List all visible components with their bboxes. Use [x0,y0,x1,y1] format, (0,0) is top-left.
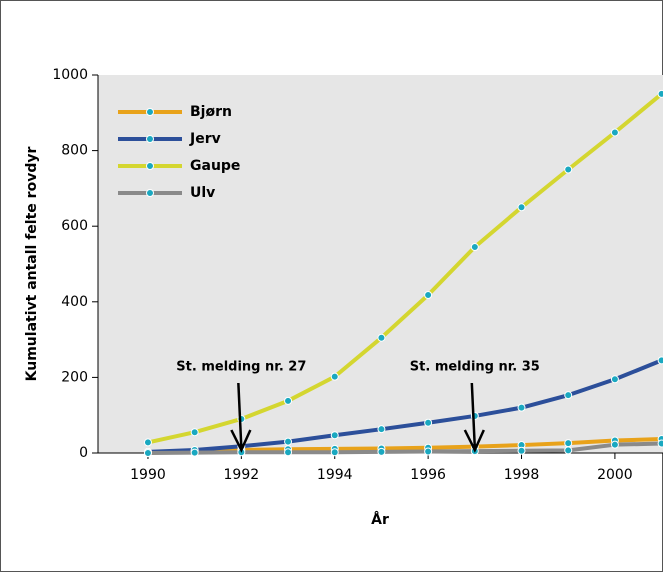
y-tick-label: 600 [61,218,88,234]
marker [564,391,573,400]
y-tick-label: 400 [61,294,88,310]
legend-marker [146,135,154,143]
legend-label: Bjørn [190,104,232,120]
plot-area [98,75,663,453]
annotation: St. melding nr. 35 [410,360,540,375]
marker [190,428,199,437]
series-line [147,92,663,445]
marker [284,437,293,446]
marker [377,447,386,456]
marker [470,242,479,251]
marker [424,418,433,427]
annotation-arrow [230,382,252,453]
marker [657,356,663,365]
legend-marker [146,162,154,170]
marker [564,446,573,455]
marker [330,372,339,381]
annotation: St. melding nr. 27 [176,360,306,375]
marker [330,431,339,440]
marker [284,396,293,405]
y-tick-label: 0 [79,445,88,461]
marker [610,375,619,384]
y-tick-label: 800 [61,143,88,159]
marker [517,403,526,412]
series-line [147,437,662,455]
series-line [147,441,662,455]
legend-marker [146,189,154,197]
legend-label: Jerv [189,131,221,147]
marker [517,446,526,455]
y-tick-label: 200 [61,369,88,385]
marker [517,203,526,212]
x-tick-label: 1998 [504,467,540,483]
marker [190,448,199,457]
marker [284,448,293,457]
legend-label: Gaupe [190,158,240,174]
x-tick-label: 2000 [597,467,633,483]
marker [657,89,663,98]
marker [143,449,152,457]
y-axis-label: Kumulativt antall felte rovdyr [24,147,40,382]
marker [424,447,433,456]
marker [564,165,573,174]
x-tick-label: 1994 [317,467,353,483]
x-axis-label: År [371,511,389,528]
legend-label: Ulv [190,185,215,201]
marker [143,438,152,447]
legend-marker [146,108,154,116]
marker [377,333,386,342]
marker [610,128,619,137]
annotation-arrow [463,382,485,453]
marker [564,439,573,448]
y-tick-label: 1000 [52,67,88,83]
series-line [147,358,663,454]
x-tick-label: 1992 [224,467,260,483]
marker [424,290,433,299]
marker [610,440,619,449]
x-tick-label: 1990 [130,467,166,483]
marker [657,439,663,448]
x-tick-label: 1996 [410,467,446,483]
marker [330,448,339,457]
marker [377,425,386,434]
